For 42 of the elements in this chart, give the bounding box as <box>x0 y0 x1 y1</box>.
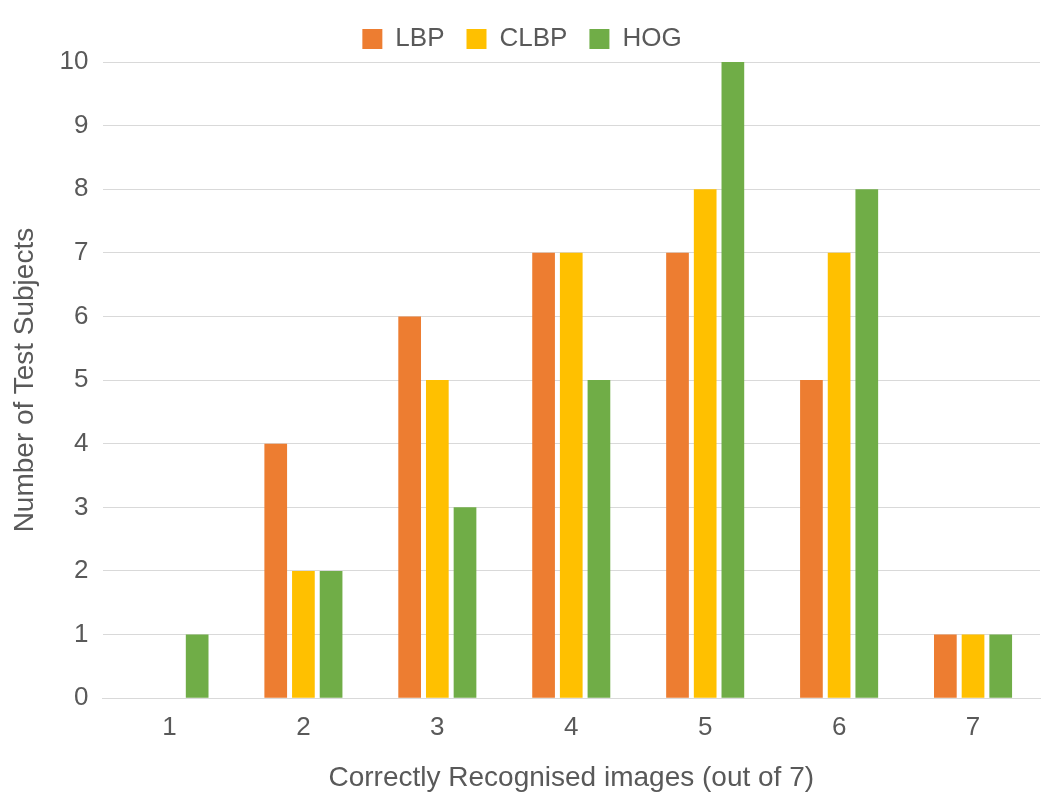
y-tick-label: 4 <box>74 426 89 457</box>
x-tick-label: 3 <box>430 710 445 741</box>
bar <box>961 634 985 698</box>
bar <box>264 443 288 698</box>
bar <box>827 252 851 698</box>
y-tick-label: 6 <box>74 299 89 330</box>
legend-label: CLBP <box>499 22 568 53</box>
legend-label: HOG <box>622 22 682 53</box>
bar <box>666 252 689 698</box>
bar <box>532 252 555 698</box>
bar <box>587 380 611 698</box>
y-tick-label: 3 <box>74 490 89 521</box>
y-tick-label: 5 <box>74 363 89 394</box>
y-tick-label: 10 <box>59 45 89 76</box>
x-tick-label: 5 <box>697 710 713 741</box>
y-tick-label: 8 <box>74 172 89 203</box>
bar <box>292 570 315 698</box>
y-tick-label: 2 <box>74 554 89 585</box>
y-tick-label: 1 <box>74 617 89 648</box>
x-tick-label: 7 <box>965 710 981 741</box>
bar <box>425 380 449 698</box>
bar <box>453 507 477 698</box>
bar <box>185 634 209 698</box>
bar <box>989 634 1013 698</box>
bar <box>800 380 823 698</box>
y-tick-label: 7 <box>74 236 89 267</box>
bar <box>693 189 717 698</box>
bar <box>855 189 879 698</box>
y-tick-label: 0 <box>74 681 89 712</box>
bar <box>559 252 583 698</box>
bar <box>398 316 421 698</box>
x-tick-label: 4 <box>564 710 579 741</box>
legend-label: LBP <box>395 22 445 53</box>
bar <box>934 634 957 698</box>
x-tick-label: 1 <box>162 710 177 741</box>
bar <box>319 570 343 698</box>
x-tick-label: 6 <box>831 710 847 741</box>
y-axis-title: Number of Test Subjects <box>7 227 39 533</box>
x-tick-label: 2 <box>296 710 311 741</box>
y-tick-label: 9 <box>74 108 89 139</box>
x-axis-title: Correctly Recognised images (out of 7) <box>328 760 815 792</box>
bar <box>721 62 745 698</box>
